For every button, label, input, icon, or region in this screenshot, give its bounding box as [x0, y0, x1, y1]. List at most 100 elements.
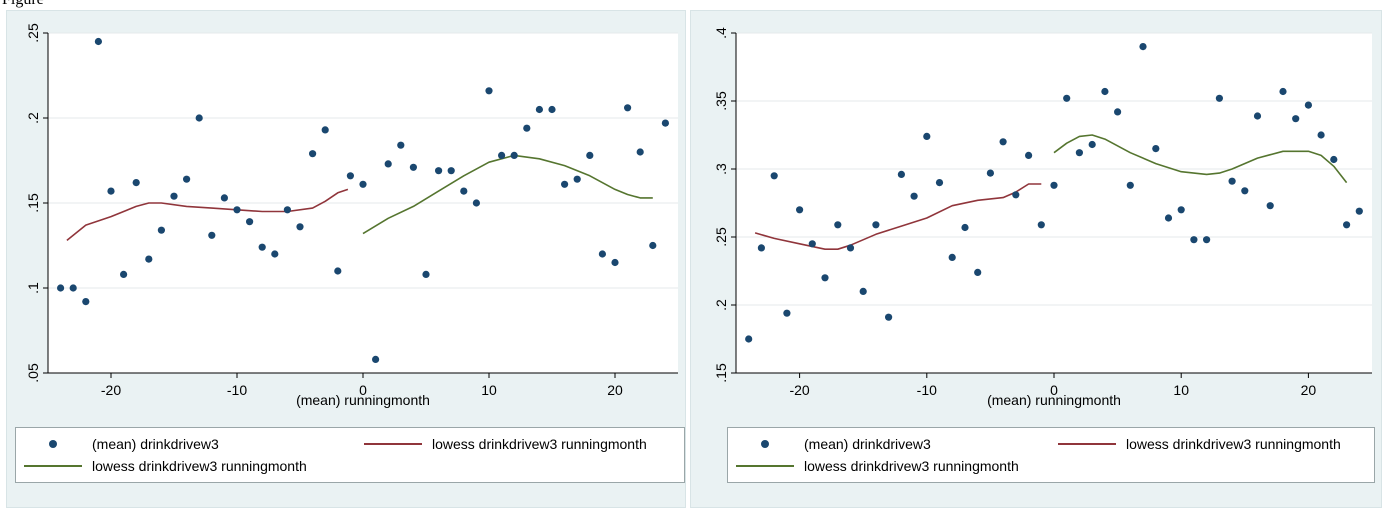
scatter-point — [309, 150, 317, 158]
scatter-point — [948, 253, 956, 261]
scatter-point — [999, 138, 1007, 146]
scatter-point — [1063, 94, 1071, 102]
scatter-point — [460, 187, 468, 195]
legend-key-green-line — [736, 460, 794, 472]
legend-label-lowess-post: lowess drinkdrivew3 runningmonth — [92, 458, 307, 474]
x-tick-label: 0 — [1050, 382, 1058, 398]
scatter-point — [208, 231, 216, 239]
legend-item-scatter: (mean) drinkdrivew3 — [24, 436, 219, 452]
scatter-point — [897, 170, 905, 178]
lowess-line-post — [1053, 134, 1348, 184]
right-legend: (mean) drinkdrivew3 lowess drinkdrivew3 … — [727, 427, 1375, 483]
scatter-point — [271, 250, 279, 258]
scatter-point — [233, 206, 241, 214]
x-tick-label: -10 — [227, 382, 247, 398]
x-tick-label: -20 — [789, 382, 809, 398]
left-legend: (mean) drinkdrivew3 lowess drinkdrivew3 … — [15, 427, 685, 483]
scatter-point — [1025, 151, 1033, 159]
scatter-point — [1114, 108, 1122, 116]
scatter-point — [1126, 181, 1134, 189]
y-tick-label: .4 — [713, 27, 729, 39]
scatter-point — [1088, 140, 1096, 149]
scatter-point — [422, 270, 430, 278]
scatter-point — [1050, 181, 1058, 189]
x-tick-label: 10 — [1173, 382, 1189, 398]
scatter-point — [1241, 187, 1249, 195]
scatter-point — [1228, 177, 1236, 185]
left-chart-svg: .05 .1 .15 .2 .25 -20 -10 0 10 20 (mean) runningmo… — [25, 23, 678, 408]
lowess-line-pre — [66, 188, 349, 242]
scatter-point — [1203, 236, 1211, 244]
legend-item-lowess-pre: lowess drinkdrivew3 runningmonth — [1058, 436, 1341, 452]
scatter-point — [1343, 221, 1351, 229]
scatter-point — [132, 179, 140, 187]
right-chart-panel: .15 .2 .25 .3 .35 .4 -20 -10 0 10 20 (mean) running… — [690, 10, 1382, 508]
scatter-point — [523, 124, 531, 132]
legend-key-green-line — [24, 460, 82, 472]
scatter-point — [573, 175, 581, 183]
scatter-point — [872, 221, 880, 229]
y-tick-label: .15 — [713, 363, 729, 383]
scatter-point — [384, 160, 392, 168]
scatter-point — [961, 223, 969, 232]
scatter-point — [1012, 191, 1020, 199]
scatter-point — [1037, 221, 1045, 229]
scatter-point — [1304, 101, 1312, 109]
figure-caption: Figure — [2, 0, 44, 9]
scatter-point — [1177, 206, 1185, 214]
scatter-point — [745, 335, 753, 343]
scatter-point — [157, 226, 165, 234]
x-tick-label: -10 — [917, 382, 937, 398]
legend-item-lowess-post: lowess drinkdrivew3 runningmonth — [24, 458, 307, 474]
scatter-point — [94, 37, 102, 46]
scatter-point — [885, 313, 893, 321]
scatter-point — [661, 119, 670, 127]
scatter-point — [120, 270, 128, 278]
x-tick-label: 20 — [1301, 382, 1317, 398]
x-axis-title: (mean) runningmonth — [987, 392, 1121, 408]
scatter-point — [372, 355, 380, 363]
y-tick-label: .2 — [25, 112, 41, 124]
scatter-point — [397, 141, 405, 149]
scatter-point — [283, 206, 291, 214]
y-tick-label: .25 — [25, 23, 41, 43]
legend-item-scatter: (mean) drinkdrivew3 — [736, 436, 931, 452]
scatter-point — [1355, 207, 1363, 215]
scatter-point — [624, 104, 632, 112]
scatter-point — [846, 244, 855, 252]
legend-label-scatter: (mean) drinkdrivew3 — [804, 436, 931, 452]
scatter-point — [258, 243, 266, 251]
scatter-point — [986, 169, 994, 177]
scatter-point — [548, 105, 556, 114]
scatter-point — [1279, 87, 1287, 96]
scatter-point — [183, 175, 191, 183]
legend-label-lowess-post: lowess drinkdrivew3 runningmonth — [804, 458, 1019, 474]
scatter-point — [57, 284, 65, 292]
scatter-point — [82, 298, 90, 306]
scatter-point — [107, 187, 115, 195]
scatter-point — [1164, 214, 1173, 222]
scatter-point — [510, 151, 518, 159]
scatter-point — [770, 172, 778, 180]
legend-key-dot — [24, 438, 82, 450]
legend-label-scatter: (mean) drinkdrivew3 — [92, 436, 219, 452]
y-tick-label: .1 — [25, 282, 41, 294]
legend-item-lowess-pre: lowess drinkdrivew3 runningmonth — [364, 436, 647, 452]
right-chart-svg: .15 .2 .25 .3 .35 .4 -20 -10 0 10 20 (mean) running… — [713, 27, 1372, 408]
left-chart-panel: .05 .1 .15 .2 .25 -20 -10 0 10 20 (mean) runningmo… — [6, 10, 686, 508]
y-tick-label: .35 — [713, 91, 729, 111]
x-tick-label: -20 — [101, 382, 121, 398]
lowess-line-pre — [754, 183, 1042, 250]
scatter-point — [821, 274, 829, 282]
legend-key-red-line — [364, 438, 422, 450]
scatter-point — [1139, 43, 1147, 51]
scatter-point — [561, 180, 569, 188]
scatter-point — [935, 179, 944, 187]
scatter-point — [598, 250, 607, 258]
scatter-point — [923, 132, 931, 140]
scatter-point — [834, 221, 842, 229]
scatter-point — [321, 126, 329, 134]
scatter-point — [170, 192, 178, 200]
scatter-point — [296, 223, 304, 231]
plot-area — [736, 33, 1372, 373]
